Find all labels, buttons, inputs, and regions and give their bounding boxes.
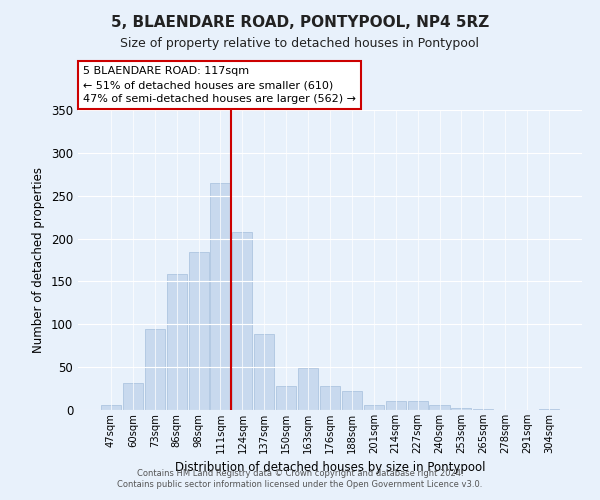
Bar (364, 405, 384, 410)
Bar (451, 408, 472, 410)
X-axis label: Distribution of detached houses by size in Pontypool: Distribution of detached houses by size … (175, 462, 485, 474)
Text: 5, BLAENDARE ROAD, PONTYPOOL, NP4 5RZ: 5, BLAENDARE ROAD, PONTYPOOL, NP4 5RZ (111, 15, 489, 30)
Bar (407, 402, 428, 410)
Bar (101, 405, 121, 410)
Y-axis label: Number of detached properties: Number of detached properties (32, 167, 46, 353)
Bar (232, 232, 253, 410)
Bar (145, 328, 165, 410)
Bar (167, 274, 187, 410)
Text: 5 BLAENDARE ROAD: 117sqm
← 51% of detached houses are smaller (610)
47% of semi-: 5 BLAENDARE ROAD: 117sqm ← 51% of detach… (83, 66, 356, 104)
Bar (473, 409, 493, 410)
Bar (342, 391, 362, 410)
Bar (539, 409, 559, 410)
Bar (386, 402, 406, 410)
Bar (276, 386, 296, 410)
Bar (211, 183, 230, 410)
Bar (430, 405, 449, 410)
Bar (123, 384, 143, 410)
Text: Contains public sector information licensed under the Open Government Licence v3: Contains public sector information licen… (118, 480, 482, 489)
Bar (320, 386, 340, 410)
Bar (188, 252, 209, 410)
Text: Contains HM Land Registry data © Crown copyright and database right 2024.: Contains HM Land Registry data © Crown c… (137, 468, 463, 477)
Bar (298, 368, 318, 410)
Text: Size of property relative to detached houses in Pontypool: Size of property relative to detached ho… (121, 38, 479, 51)
Bar (254, 334, 274, 410)
